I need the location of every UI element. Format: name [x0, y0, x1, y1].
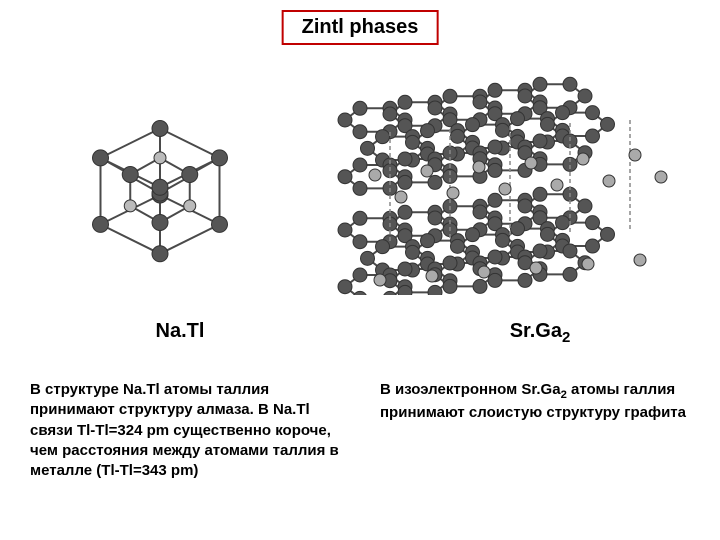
label-row: Na.Tl Sr.Ga2 [0, 320, 720, 346]
desc-srga2-prefix: В изоэлектронном Sr.Ga [380, 381, 561, 398]
crystal-diagram-srga2 [320, 75, 690, 295]
description-row: В структуре Na.Tl атомы таллия принимают… [30, 380, 690, 481]
label-srga2-text: Sr.Ga [510, 320, 562, 342]
label-natl: Na.Tl [0, 320, 360, 346]
crystal-diagram-natl [30, 70, 300, 300]
description-natl: В структуре Na.Tl атомы таллия принимают… [30, 380, 340, 481]
description-srga2: В изоэлектронном Sr.Ga2 атомы галлия при… [380, 380, 690, 481]
page-title: Zintl phases [282, 10, 439, 45]
label-srga2: Sr.Ga2 [360, 320, 720, 346]
label-srga2-sub: 2 [562, 329, 570, 346]
diagram-row [30, 65, 690, 305]
